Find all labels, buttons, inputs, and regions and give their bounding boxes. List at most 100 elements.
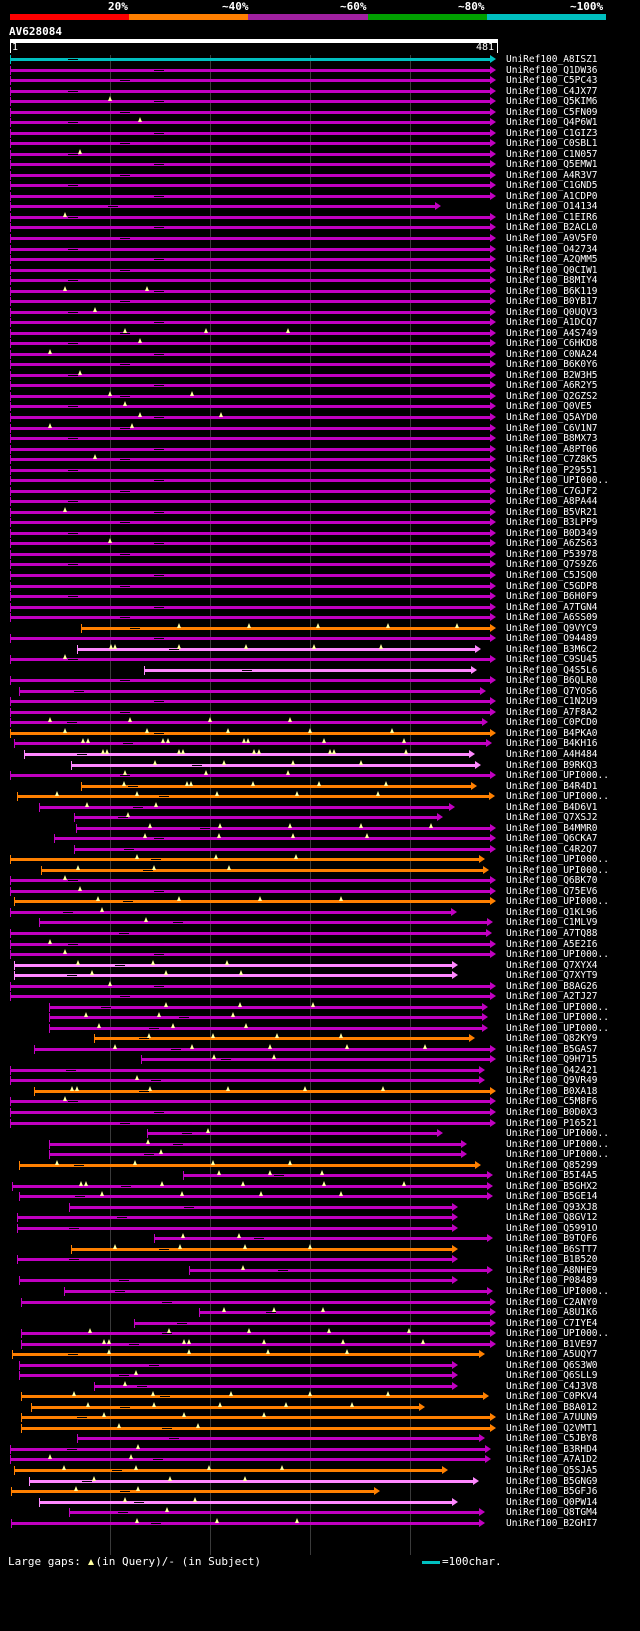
hit-row[interactable]: UniRef100_Q9VR49 [0, 1075, 640, 1087]
hit-row[interactable]: UniRef100_UPI000.. [0, 770, 640, 782]
hit-row[interactable]: UniRef100_Q0PW14 [0, 1496, 640, 1509]
hit-row[interactable]: UniRef100_Q9H715 [0, 1054, 640, 1066]
hit-row[interactable]: UniRef100_P29551 [0, 465, 640, 477]
hit-row[interactable]: UniRef100_Q5EMW1 [0, 159, 640, 171]
hit-row[interactable]: UniRef100_Q6SLL9 [0, 1370, 640, 1382]
hit-row[interactable]: UniRef100_Q5AYD0 [0, 412, 640, 424]
hit-accession[interactable]: UniRef100_B5GE14 [506, 1191, 598, 1203]
hit-accession[interactable]: UniRef100_B2ACL0 [506, 222, 598, 234]
hit-row[interactable]: UniRef100_UPI000.. [0, 475, 640, 487]
hit-accession[interactable]: UniRef100_B5I4A5 [506, 1170, 598, 1182]
hit-row[interactable]: UniRef100_Q5SJA5 [0, 1465, 640, 1477]
hit-accession[interactable]: UniRef100_B4MMR0 [506, 822, 598, 834]
hit-row[interactable]: UniRef100_Q0CIW1 [0, 264, 640, 277]
hit-accession[interactable]: UniRef100_B5VR21 [506, 506, 598, 518]
hit-row[interactable]: UniRef100_B8MIY4 [0, 275, 640, 287]
hit-row[interactable]: UniRef100_Q2GZS2 [0, 390, 640, 403]
hit-row[interactable]: UniRef100_O94489 [0, 633, 640, 645]
hit-accession[interactable]: UniRef100_C4J3V8 [506, 1380, 598, 1392]
hit-accession[interactable]: UniRef100_C4R2Q7 [506, 843, 598, 855]
hit-row[interactable]: UniRef100_C9SU45 [0, 654, 640, 666]
hit-accession[interactable]: UniRef100_Q9VR49 [506, 1075, 598, 1087]
hit-accession[interactable]: UniRef100_P08489 [506, 1275, 598, 1287]
hit-accession[interactable]: UniRef100_B5GNG9 [506, 1475, 598, 1487]
hit-row[interactable]: UniRef100_C4R2Q7 [0, 843, 640, 856]
hit-row[interactable]: UniRef100_B5GFJ6 [0, 1486, 640, 1498]
hit-row[interactable]: UniRef100_B0D349 [0, 528, 640, 540]
hit-accession[interactable]: UniRef100_C1N2U9 [506, 696, 598, 708]
hit-row[interactable]: UniRef100_C7Z8K5 [0, 454, 640, 466]
hit-accession[interactable]: UniRef100_B0D0X3 [506, 1107, 598, 1118]
hit-row[interactable]: UniRef100_UPI000.. [0, 1328, 640, 1340]
hit-accession[interactable]: UniRef100_Q0VE5 [506, 401, 592, 413]
hit-accession[interactable]: UniRef100_B6K119 [506, 285, 598, 297]
hit-accession[interactable]: UniRef100_B4R4D1 [506, 780, 598, 792]
hit-row[interactable]: UniRef100_B6H0F9 [0, 591, 640, 603]
hit-row[interactable]: UniRef100_B9TQF6 [0, 1233, 640, 1245]
hit-accession[interactable]: UniRef100_P16521 [506, 1117, 598, 1129]
hit-accession[interactable]: UniRef100_B3M6C2 [506, 643, 598, 655]
hit-accession[interactable]: UniRef100_C7IYE4 [506, 1317, 598, 1329]
hit-row[interactable]: UniRef100_Q2VMT1 [0, 1422, 640, 1435]
hit-row[interactable]: UniRef100_C4J3V8 [0, 1380, 640, 1393]
hit-accession[interactable]: UniRef100_Q6S3W0 [506, 1359, 598, 1371]
hit-row[interactable]: UniRef100_C6V1N7 [0, 422, 640, 435]
hit-accession[interactable]: UniRef100_C1GND5 [506, 180, 598, 192]
hit-accession[interactable]: UniRef100_Q7YOS6 [506, 685, 598, 697]
hit-row[interactable]: UniRef100_A2QMM5 [0, 254, 640, 266]
hit-accession[interactable]: UniRef100_Q82KY9 [506, 1033, 598, 1045]
hit-accession[interactable]: UniRef100_Q6SLL9 [506, 1370, 598, 1382]
hit-row[interactable]: UniRef100_C4JX77 [0, 86, 640, 98]
hit-accession[interactable]: UniRef100_B9TQF6 [506, 1233, 598, 1245]
hit-row[interactable]: UniRef100_Q7XYT9 [0, 970, 640, 982]
hit-accession[interactable]: UniRef100_A7F8A2 [506, 706, 598, 718]
hit-accession[interactable]: UniRef100_UPI000.. [506, 1128, 609, 1140]
hit-accession[interactable]: UniRef100_B2W3H5 [506, 369, 598, 381]
hit-accession[interactable]: UniRef100_UPI000.. [506, 791, 609, 803]
hit-accession[interactable]: UniRef100_O42734 [506, 243, 598, 255]
hit-accession[interactable]: UniRef100_A1CDP0 [506, 190, 598, 202]
hit-accession[interactable]: UniRef100_Q5AYD0 [506, 412, 598, 424]
hit-accession[interactable]: UniRef100_C9SU45 [506, 654, 598, 666]
hit-accession[interactable]: UniRef100_B1VE97 [506, 1338, 598, 1350]
hit-accession[interactable]: UniRef100_A9V5F0 [506, 233, 598, 244]
hit-row[interactable]: UniRef100_B2ACL0 [0, 222, 640, 234]
hit-accession[interactable]: UniRef100_Q0UQV3 [506, 306, 598, 318]
hit-row[interactable]: UniRef100_A4R3V7 [0, 170, 640, 182]
hit-accession[interactable]: UniRef100_Q0PW14 [506, 1496, 598, 1508]
hit-row[interactable]: UniRef100_B0D0X3 [0, 1107, 640, 1119]
hit-accession[interactable]: UniRef100_A4S749 [506, 327, 598, 339]
hit-accession[interactable]: UniRef100_A5UQY7 [506, 1349, 598, 1361]
hit-accession[interactable]: UniRef100_B0XA18 [506, 1085, 598, 1097]
hit-row[interactable]: UniRef100_Q6BK70 [0, 875, 640, 887]
hit-row[interactable]: UniRef100_Q6S3W0 [0, 1359, 640, 1372]
hit-row[interactable]: UniRef100_Q5991O [0, 1223, 640, 1235]
hit-accession[interactable]: UniRef100_B3LPP9 [506, 517, 598, 529]
hit-accession[interactable]: UniRef100_B4KH16 [506, 738, 598, 750]
hit-accession[interactable]: UniRef100_B5GAS7 [506, 1043, 598, 1055]
hit-accession[interactable]: UniRef100_B6STT7 [506, 1243, 598, 1255]
hit-row[interactable]: UniRef100_C7GJF2 [0, 486, 640, 498]
hit-row[interactable]: UniRef100_B4KH16 [0, 738, 640, 750]
hit-row[interactable]: UniRef100_Q0VE5 [0, 401, 640, 413]
hit-accession[interactable]: UniRef100_C1MLV9 [506, 917, 598, 929]
hit-accession[interactable]: UniRef100_C7Z8K5 [506, 454, 598, 466]
hit-accession[interactable]: UniRef100_Q0CIW1 [506, 264, 598, 276]
hit-row[interactable]: UniRef100_B8AG26 [0, 980, 640, 993]
hit-row[interactable]: UniRef100_A8ISZ1 [0, 54, 640, 66]
hit-accession[interactable]: UniRef100_B2GHI7 [506, 1517, 598, 1529]
hit-row[interactable]: UniRef100_Q4S5L6 [0, 665, 640, 677]
hit-accession[interactable]: UniRef100_Q5KIM6 [506, 96, 598, 108]
hit-row[interactable]: UniRef100_B4PKA0 [0, 727, 640, 740]
hit-accession[interactable]: UniRef100_B1B520 [506, 1254, 598, 1266]
hit-row[interactable]: UniRef100_A2TJ27 [0, 991, 640, 1003]
hit-row[interactable]: UniRef100_Q75EV6 [0, 885, 640, 898]
hit-row[interactable]: UniRef100_Q82KY9 [0, 1033, 640, 1045]
hit-accession[interactable]: UniRef100_Q8GV12 [506, 1212, 598, 1224]
hit-accession[interactable]: UniRef100_C5GDP8 [506, 580, 598, 592]
hit-accession[interactable]: UniRef100_A8PA44 [506, 496, 598, 508]
hit-row[interactable]: UniRef100_A6R2Y5 [0, 380, 640, 392]
hit-accession[interactable]: UniRef100_Q6BK70 [506, 875, 598, 887]
hit-row[interactable]: UniRef100_B6STT7 [0, 1243, 640, 1256]
hit-row[interactable]: UniRef100_UPI000.. [0, 1128, 640, 1140]
